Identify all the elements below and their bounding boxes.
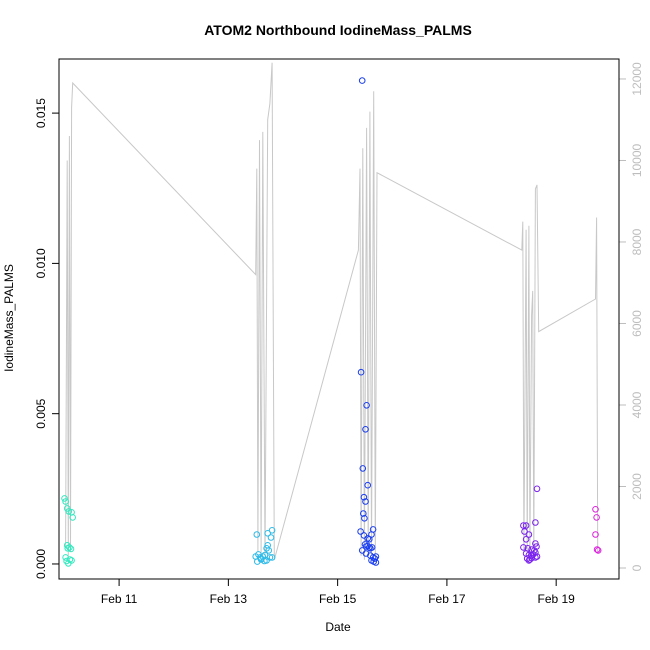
- y2-tick-label: 4000: [630, 391, 644, 418]
- data-point: [263, 545, 270, 552]
- data-point: [522, 522, 530, 529]
- y-tick-label: 0.015: [34, 98, 48, 128]
- data-point: [532, 519, 539, 526]
- y2-tick-label: 8000: [630, 228, 644, 255]
- data-point: [521, 528, 528, 535]
- data-point: [368, 531, 375, 538]
- data-point: [532, 540, 539, 547]
- data-point: [520, 544, 527, 551]
- data-point: [62, 498, 69, 505]
- y-axis-label: IodineMass_PALMS: [2, 264, 16, 372]
- x-tick-label: Feb 11: [101, 592, 138, 606]
- data-point: [372, 559, 380, 566]
- y-tick-label: 0.010: [34, 248, 48, 278]
- x-tick-label: Feb 17: [428, 592, 466, 606]
- altitude-line-layer: [65, 62, 599, 560]
- data-point: [265, 547, 273, 554]
- data-point: [69, 514, 76, 521]
- y2-tick-label: 2000: [630, 473, 644, 500]
- altitude-line: [65, 62, 599, 560]
- data-point: [263, 557, 270, 564]
- data-point: [593, 546, 601, 553]
- y2-tick-label: 0: [630, 564, 644, 571]
- x-tick-label: Feb 19: [537, 592, 575, 606]
- y-tick-label: 0.000: [34, 549, 48, 579]
- data-point: [264, 530, 272, 537]
- data-point: [523, 555, 531, 562]
- data-point: [532, 554, 539, 561]
- data-point: [253, 531, 261, 538]
- data-point: [268, 527, 276, 534]
- data-point: [357, 528, 364, 535]
- data-point: [63, 542, 71, 549]
- chart-title: ATOM2 Northbound IodineMass_PALMS: [204, 22, 472, 38]
- data-point: [522, 536, 530, 543]
- data-point: [253, 558, 261, 565]
- y2-tick-label: 6000: [630, 310, 644, 337]
- data-point: [358, 77, 366, 84]
- data-point: [594, 547, 602, 554]
- data-point: [526, 556, 534, 563]
- data-point: [68, 557, 75, 564]
- data-point: [268, 554, 276, 561]
- data-point: [67, 545, 75, 553]
- data-point: [360, 493, 368, 501]
- data-point: [528, 554, 535, 562]
- plot-area-border: [58, 58, 620, 580]
- data-point: [66, 544, 73, 551]
- data-point: [362, 498, 369, 505]
- data-point: [592, 531, 599, 538]
- data-point: [592, 506, 599, 513]
- data-point: [361, 515, 368, 522]
- data-point: [357, 368, 365, 376]
- data-point: [65, 508, 73, 515]
- data-point: [533, 485, 541, 493]
- x-axis-label: Date: [325, 620, 351, 634]
- data-point: [368, 544, 376, 551]
- data-points-layer: [61, 77, 602, 567]
- data-point: [363, 402, 370, 409]
- x-tick-label: Feb 13: [210, 592, 248, 606]
- data-point: [362, 426, 369, 433]
- y2-tick-label: 12000: [630, 62, 644, 96]
- x-tick-label: Feb 15: [319, 592, 357, 606]
- data-point: [364, 481, 372, 489]
- data-point: [61, 495, 68, 502]
- y2-tick-label: 10000: [630, 143, 644, 177]
- data-point: [520, 522, 527, 529]
- data-point: [366, 544, 373, 551]
- data-point: [525, 531, 533, 538]
- data-point: [360, 510, 367, 517]
- y-tick-label: 0.005: [34, 398, 48, 428]
- data-point: [359, 465, 367, 472]
- data-point: [267, 534, 275, 541]
- data-point: [593, 514, 600, 521]
